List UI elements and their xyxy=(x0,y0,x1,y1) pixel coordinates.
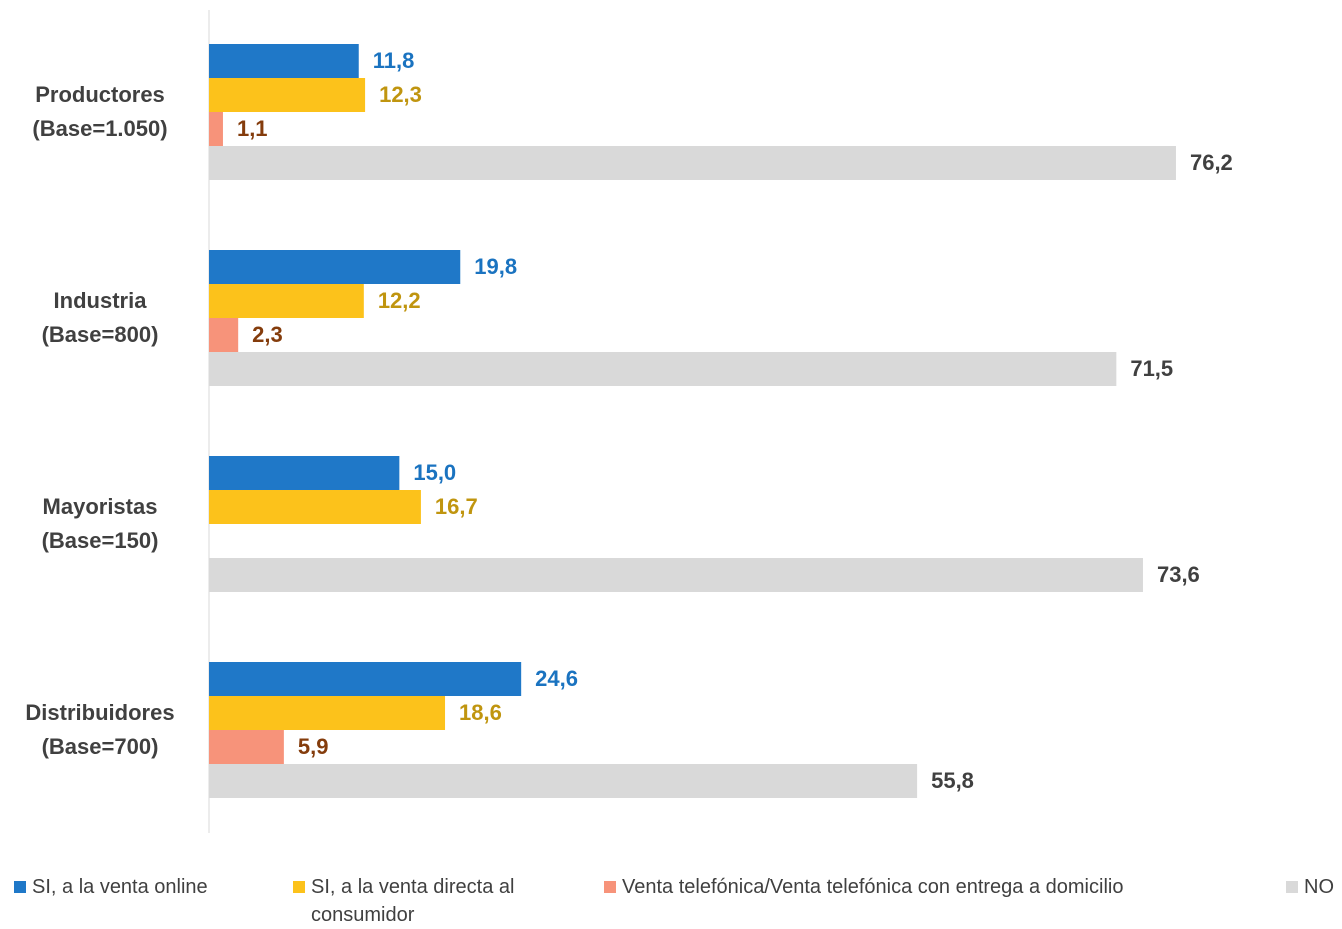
category-label: Productores (Base=1.050) xyxy=(32,82,168,141)
data-label: 19,8 xyxy=(474,254,517,279)
legend-swatch xyxy=(1286,881,1298,893)
data-label: 15,0 xyxy=(413,460,456,485)
legend-item: NO xyxy=(1286,873,1336,901)
bar xyxy=(209,456,400,490)
bar xyxy=(209,662,522,696)
legend-swatch xyxy=(14,881,26,893)
legend-item: SI, a la venta directa al consumidor xyxy=(293,873,558,929)
legend-swatch xyxy=(604,881,616,893)
bar xyxy=(209,250,461,284)
category-label: Mayoristas (Base=150) xyxy=(41,494,159,553)
bar xyxy=(209,696,446,730)
bar xyxy=(209,284,364,318)
data-label: 18,6 xyxy=(459,700,502,725)
bar xyxy=(209,78,366,112)
category-label: Industria (Base=800) xyxy=(41,288,159,347)
bar xyxy=(209,558,1143,592)
legend-label: NO xyxy=(1304,876,1334,898)
legend-swatch xyxy=(293,881,305,893)
data-label: 76,2 xyxy=(1190,150,1233,175)
legend-item: SI, a la venta online xyxy=(14,873,274,901)
bar xyxy=(209,764,918,798)
data-label: 2,3 xyxy=(252,322,283,347)
data-label: 73,6 xyxy=(1157,562,1200,587)
bar xyxy=(209,730,284,764)
data-label: 5,9 xyxy=(298,734,329,759)
bar xyxy=(209,490,421,524)
data-label: 55,8 xyxy=(931,768,974,793)
legend-label: Venta telefónica/Venta telefónica con en… xyxy=(622,876,1124,898)
data-label: 24,6 xyxy=(535,666,578,691)
bar xyxy=(209,318,239,352)
bar xyxy=(209,352,1117,386)
data-label: 11,8 xyxy=(373,48,415,73)
bar xyxy=(209,112,223,146)
data-label: 71,5 xyxy=(1130,356,1173,381)
data-label: 16,7 xyxy=(435,494,478,519)
bar xyxy=(209,44,359,78)
legend-label: SI, a la venta directa al consumidor xyxy=(311,876,515,926)
data-label: 12,2 xyxy=(378,288,421,313)
category-label: Distribuidores (Base=700) xyxy=(25,700,175,759)
bar xyxy=(209,146,1176,180)
legend-label: SI, a la venta online xyxy=(32,876,208,898)
data-label: 1,1 xyxy=(237,116,268,141)
data-label: 12,3 xyxy=(379,82,422,107)
legend-item: Venta telefónica/Venta telefónica con en… xyxy=(604,873,1264,901)
